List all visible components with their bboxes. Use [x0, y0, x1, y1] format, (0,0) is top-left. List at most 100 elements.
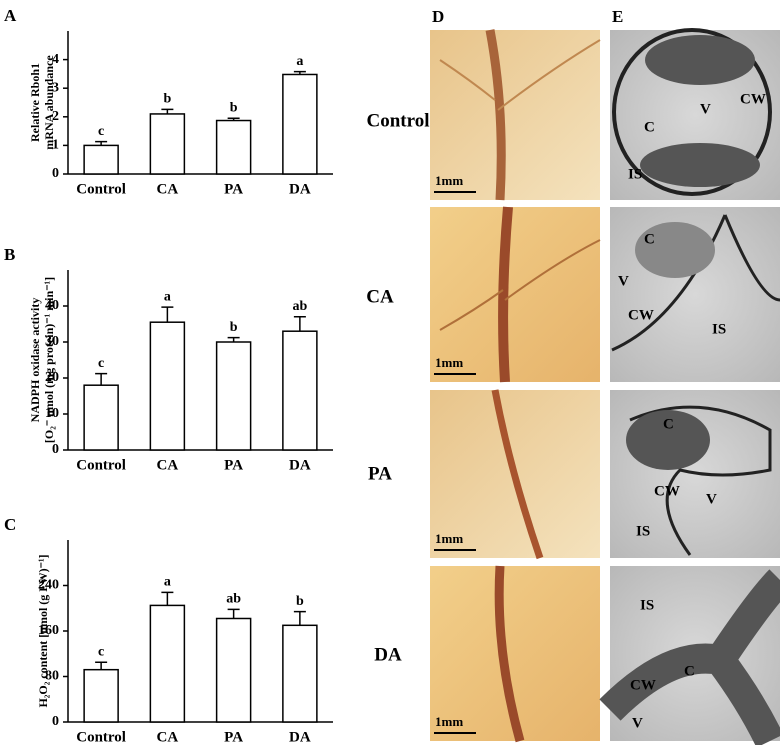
- chloroplast: [626, 410, 710, 470]
- bar: [215, 617, 252, 723]
- y-tick-label: 4: [52, 52, 59, 67]
- y-axis-label: NADPH oxidase activity: [28, 298, 42, 423]
- em-label: IS: [712, 321, 726, 337]
- error-bar: [161, 306, 174, 323]
- em-label: C: [684, 663, 695, 679]
- error-bar: [95, 372, 108, 386]
- row-label: CA: [366, 286, 394, 307]
- panel-letter: C: [4, 515, 16, 534]
- vein: [439, 239, 601, 331]
- em-label: CW: [654, 483, 680, 499]
- significance-letter: c: [98, 356, 104, 371]
- row-label: DA: [374, 644, 402, 665]
- y-tick-label: 1: [52, 138, 59, 153]
- y-tick-label: 30: [45, 334, 59, 349]
- bar: [83, 668, 119, 723]
- x-tick-label: CA: [157, 729, 179, 745]
- error-bar: [293, 316, 306, 332]
- em-label: C: [663, 416, 674, 432]
- x-tick-label: PA: [224, 457, 243, 473]
- y-tick-label: 240: [38, 578, 59, 593]
- vein: [494, 565, 525, 743]
- row-label: PA: [368, 463, 392, 484]
- significance-letter: ab: [292, 299, 307, 314]
- em-label: CW: [630, 677, 656, 693]
- y-tick-label: 20: [45, 370, 59, 385]
- y-tick-label: 160: [38, 623, 59, 638]
- y-axis-label: H₂O₂ content [nmol (g FW)⁻¹]: [36, 554, 50, 707]
- x-tick-label: Control: [76, 457, 126, 473]
- error-bar: [293, 610, 306, 626]
- em-label: C: [644, 119, 655, 135]
- em-label: IS: [628, 166, 642, 182]
- y-tick-label: 0: [52, 442, 59, 457]
- significance-letter: c: [98, 645, 104, 660]
- y-axis-label: mRNA abundance: [42, 55, 56, 150]
- x-tick-label: DA: [289, 729, 311, 745]
- error-bar: [95, 140, 108, 146]
- x-tick-label: PA: [224, 181, 243, 197]
- significance-letter: b: [230, 100, 238, 115]
- error-bar: [227, 117, 240, 121]
- y-axis-label: [O₂⁻ nmol (mg protein)⁻¹ min⁻¹]: [42, 277, 56, 443]
- em-label: CW: [740, 91, 766, 107]
- bar: [149, 113, 186, 175]
- image-row: 1mm Control V CW C IS: [367, 28, 780, 201]
- y-tick-label: 0: [52, 166, 59, 181]
- cell-wall: [612, 28, 772, 196]
- panel-letter: E: [612, 7, 623, 26]
- significance-letter: b: [296, 594, 304, 609]
- chloroplast: [640, 143, 760, 187]
- x-tick-label: Control: [76, 181, 126, 197]
- vein: [491, 389, 544, 560]
- y-tick-label: 10: [45, 406, 59, 421]
- x-tick-label: PA: [224, 729, 243, 745]
- significance-letter: ab: [226, 592, 241, 607]
- em-label: C: [644, 231, 655, 247]
- bar: [215, 119, 252, 175]
- x-tick-label: Control: [76, 729, 126, 745]
- vein: [439, 39, 601, 111]
- panel-letter: A: [4, 6, 17, 25]
- error-bar: [227, 608, 240, 619]
- vein: [498, 206, 513, 383]
- error-bar: [227, 336, 240, 342]
- row-label: Control: [367, 110, 430, 131]
- em-label: CW: [628, 307, 654, 323]
- error-bar: [161, 591, 174, 606]
- bar: [215, 341, 252, 451]
- x-tick-label: CA: [157, 457, 179, 473]
- em-label: V: [706, 491, 717, 507]
- bar: [83, 144, 119, 175]
- significance-letter: c: [98, 124, 104, 139]
- y-tick-label: 40: [45, 298, 59, 313]
- bar: [282, 624, 318, 723]
- significance-letter: a: [164, 289, 171, 304]
- scale-label: 1mm: [435, 531, 463, 546]
- error-bar: [293, 70, 306, 75]
- y-axis-label: Relative Rboh1: [28, 63, 42, 142]
- vein: [485, 29, 506, 201]
- error-bar: [95, 661, 108, 670]
- bar: [282, 73, 318, 175]
- chloroplast: [645, 35, 755, 85]
- em-label: IS: [640, 597, 654, 613]
- scale-label: 1mm: [435, 355, 463, 370]
- significance-letter: b: [163, 92, 171, 107]
- significance-letter: a: [164, 575, 171, 590]
- panel-letter: D: [432, 7, 444, 26]
- bar: [149, 321, 186, 451]
- image-row: 1mm DA IS CW C V: [374, 565, 780, 745]
- leaf-image: [430, 207, 600, 382]
- em-label: IS: [636, 523, 650, 539]
- x-tick-label: DA: [289, 457, 311, 473]
- significance-letter: a: [296, 54, 303, 69]
- bar: [282, 330, 318, 451]
- error-bar: [161, 108, 174, 114]
- x-tick-label: CA: [157, 181, 179, 197]
- y-tick-label: 0: [52, 714, 59, 729]
- em-label: V: [700, 101, 711, 117]
- x-tick-label: DA: [289, 181, 311, 197]
- bar: [83, 384, 119, 451]
